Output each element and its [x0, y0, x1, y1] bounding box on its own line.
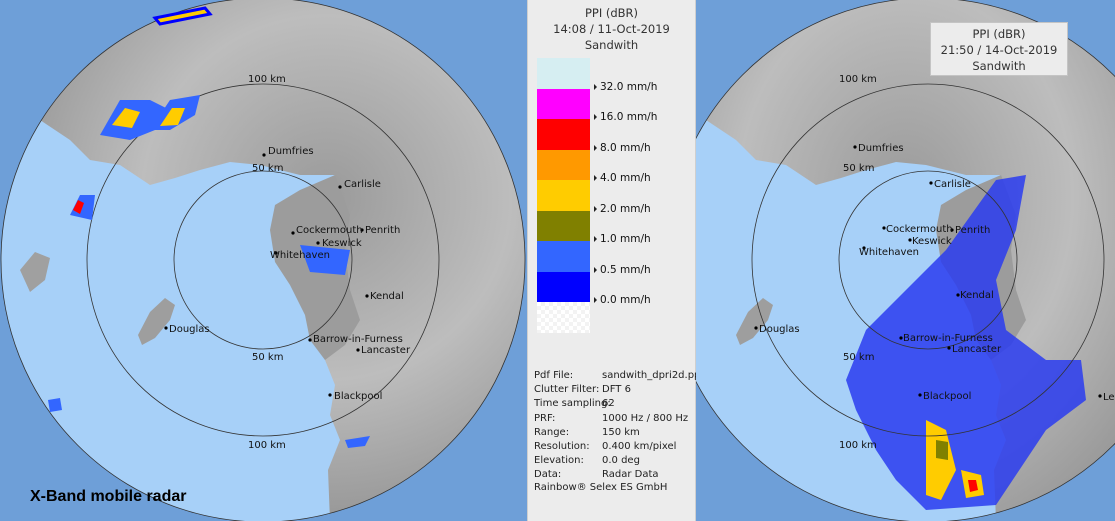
place-label: Lancaster [952, 344, 1002, 355]
range-label: 50 km [252, 352, 283, 363]
scale-label: 0.0 mm/h [594, 294, 651, 306]
scale-label: 2.0 mm/h [594, 203, 651, 215]
place-label: Penrith [365, 225, 400, 236]
place-label: Cockermouth [886, 224, 953, 235]
range-label: 100 km [839, 440, 877, 451]
legend-title: PPI (dBR) [584, 6, 639, 20]
scale-swatch [537, 58, 590, 89]
legend-datetime: 14:08 / 11-Oct-2019 [553, 22, 670, 36]
place-label: Dumfries [268, 146, 314, 157]
place-label: Leeds [1103, 392, 1115, 403]
right-map-graphic: Dumfries Carlisle Cockermouth Penrith Ke… [696, 0, 1115, 521]
scale-swatch [537, 271, 590, 302]
place-label: Cockermouth [296, 225, 363, 236]
place-label: Whitehaven [270, 250, 330, 261]
range-label: 50 km [843, 163, 874, 174]
scale-swatch [537, 302, 590, 333]
isle-of-man [138, 298, 175, 345]
scale-swatch [537, 210, 590, 241]
place-label: Kendal [960, 290, 994, 301]
scale-label: 4.0 mm/h [594, 172, 651, 184]
place-label: Keswick [322, 238, 362, 249]
legend-panel: PPI (dBR) 14:08 / 11-Oct-2019 Sandwith 3… [527, 0, 703, 521]
place-label: Dumfries [858, 143, 904, 154]
metadata-row: Pdf File: sandwith_dpri2d.ppi [534, 370, 704, 381]
range-label: 50 km [252, 163, 283, 174]
right-site: Sandwith [972, 59, 1026, 73]
place-label: Douglas [169, 324, 210, 335]
metadata-table: Pdf File: sandwith_dpri2d.ppi Clutter Fil… [534, 369, 703, 483]
left-map-graphic: Dumfries Carlisle Cockermouth Penrith Ke… [0, 0, 527, 521]
right-radar-map: Dumfries Carlisle Cockermouth Penrith Ke… [696, 0, 1115, 521]
place-label: Kendal [370, 291, 404, 302]
place-label: Douglas [759, 324, 800, 335]
scale-swatch [537, 241, 590, 272]
metadata-row: Data: Radar Data [534, 469, 659, 481]
metadata-row: Clutter Filter: DFT 6 [534, 384, 631, 396]
scale-swatch [537, 149, 590, 180]
right-info-box: PPI (dBR) 21:50 / 14-Oct-2019 Sandwith [930, 22, 1068, 76]
metadata-row: Resolution: 0.400 km/pixel [534, 441, 677, 453]
place-label: Whitehaven [859, 247, 919, 258]
scale-swatch [537, 88, 590, 119]
metadata-row: Range: 150 km [534, 426, 640, 438]
right-place-markers [754, 145, 1102, 398]
place-label: Blackpool [334, 391, 382, 402]
radar-caption: X-Band mobile radar [30, 488, 187, 505]
place-label: Keswick [912, 236, 952, 247]
scale-swatch [537, 119, 590, 150]
right-title: PPI (dBR) [972, 27, 1026, 41]
range-label: 100 km [248, 440, 286, 451]
place-label: Barrow-in-Furness [313, 334, 403, 345]
place-label: Barrow-in-Furness [903, 333, 993, 344]
left-radar-echoes [48, 6, 370, 448]
metadata-row: Time sampling: 62 [534, 398, 615, 410]
left-radar-map: Dumfries Carlisle Cockermouth Penrith Ke… [0, 0, 527, 521]
range-label: 100 km [248, 74, 286, 85]
scale-label: 16.0 mm/h [594, 111, 657, 123]
place-label: Penrith [955, 225, 990, 236]
place-label: Carlisle [344, 179, 381, 190]
scale-label: 1.0 mm/h [594, 233, 651, 245]
scale-label: 0.5 mm/h [594, 264, 651, 276]
scale-label: 32.0 mm/h [594, 81, 657, 93]
metadata-row: Elevation: 0.0 deg [534, 455, 640, 467]
legend-site: Sandwith [584, 38, 639, 52]
range-label: 100 km [839, 74, 877, 85]
scale-swatch [537, 180, 590, 211]
metadata-row: PRF: 1000 Hz / 800 Hz [534, 412, 689, 424]
right-datetime: 21:50 / 14-Oct-2019 [940, 43, 1058, 57]
place-label: Blackpool [923, 391, 971, 402]
place-label: Carlisle [934, 179, 971, 190]
left-place-markers [164, 153, 369, 397]
precipitation-band [846, 175, 1086, 510]
isle-of-man [736, 298, 773, 345]
credit-text: Rainbow® Selex ES GmbH [534, 482, 668, 493]
range-label: 50 km [843, 352, 874, 363]
scale-label: 8.0 mm/h [594, 142, 651, 154]
place-label: Lancaster [361, 345, 411, 356]
west-island [20, 252, 50, 292]
